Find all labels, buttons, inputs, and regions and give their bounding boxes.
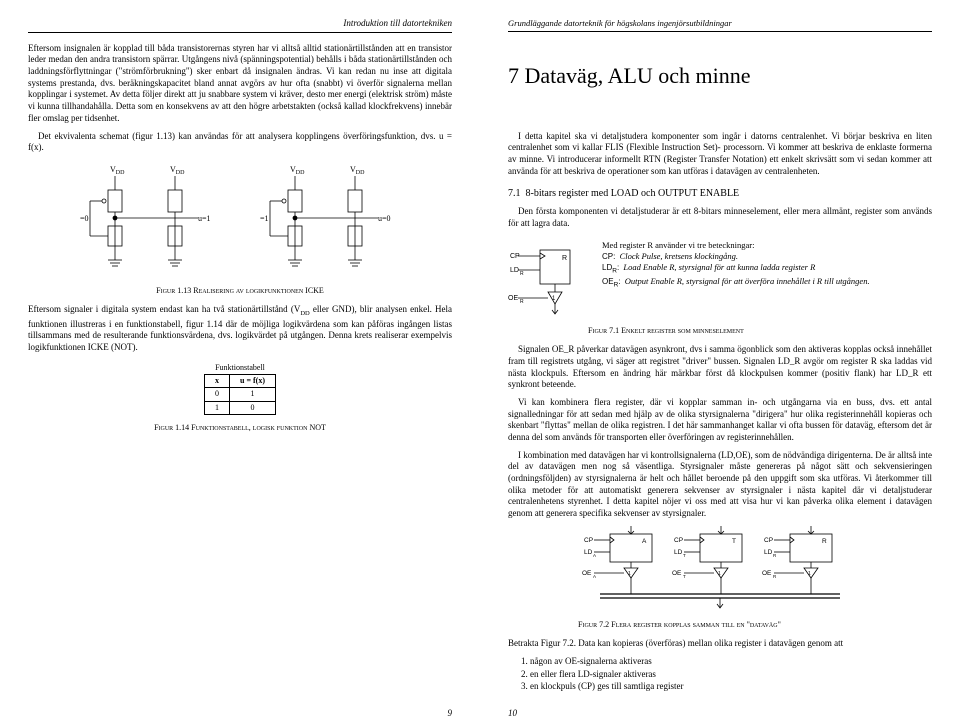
- fig-7-1-caption: Figur 7.1 Enkelt register som minneselem…: [508, 326, 932, 336]
- r-para-3: Signalen OE_R påverkar datavägen asynkro…: [508, 344, 932, 391]
- circuit-left: VDD VDD: [80, 162, 220, 282]
- para-2: Det ekvivalenta schemat (figur 1.13) kan…: [28, 131, 452, 154]
- svg-text:LD: LD: [764, 549, 773, 556]
- fig-1-13-caption: Figur 1.13 Realisering av logikfunktione…: [28, 286, 452, 296]
- figure-1-13: VDD VDD: [28, 162, 452, 282]
- function-table: Funktionstabell xu = f(x) 01 10: [204, 362, 276, 416]
- page-number-left: 9: [448, 708, 453, 720]
- page-right: Grundläggande datorteknik för högskolans…: [480, 0, 960, 726]
- svg-text:R: R: [773, 574, 777, 579]
- svg-text:CP: CP: [510, 253, 520, 260]
- svg-text:LD: LD: [510, 267, 519, 274]
- r-para-2: Den första komponenten vi detaljstuderar…: [508, 206, 932, 229]
- list-item: någon av OE-signalerna aktiveras: [530, 656, 932, 668]
- svg-text:R: R: [520, 271, 524, 277]
- register-legend: Med register R använder vi tre betecknin…: [602, 240, 870, 291]
- r-para-6: Betrakta Figur 7.2. Data kan kopieras (ö…: [508, 638, 932, 650]
- circuit-right: VDD VDD: [260, 162, 400, 282]
- svg-text:CP: CP: [584, 537, 593, 544]
- svg-text:1: 1: [628, 571, 631, 577]
- svg-text:LD: LD: [674, 549, 683, 556]
- reg-oe-row: OER: Output Enable R, styrsignal för att…: [602, 276, 870, 290]
- para-1: Eftersom insignalen är kopplad till båda…: [28, 43, 452, 125]
- page-number-right: 10: [508, 708, 517, 720]
- svg-text:A: A: [593, 553, 596, 558]
- page-left: Introduktion till datortekniken Eftersom…: [0, 0, 480, 726]
- register-single-svg: R CP LDR 1 OER: [508, 240, 588, 320]
- svg-text:OE: OE: [762, 570, 772, 577]
- svg-text:R: R: [773, 553, 777, 558]
- svg-text:R: R: [520, 299, 524, 305]
- svg-text:1: 1: [808, 571, 811, 577]
- svg-text:LD: LD: [584, 549, 593, 556]
- svg-text:x=0: x=0: [80, 214, 89, 223]
- three-register-svg: A CP LDA 1 OEA T CP LDT 1: [580, 526, 860, 616]
- svg-text:u=0: u=0: [378, 214, 391, 223]
- svg-text:VDD: VDD: [350, 165, 365, 176]
- svg-text:CP: CP: [764, 537, 773, 544]
- svg-text:x=1: x=1: [260, 214, 269, 223]
- svg-text:R: R: [562, 255, 567, 262]
- reg-cp-row: CP: Clock Pulse, kretsens klockingång.: [602, 251, 870, 262]
- svg-text:VDD: VDD: [110, 165, 125, 176]
- header-right: Grundläggande datorteknik för högskolans…: [508, 18, 932, 32]
- svg-text:R: R: [822, 538, 827, 545]
- steps-list: någon av OE-signalerna aktiveras en elle…: [530, 656, 932, 693]
- svg-text:OE: OE: [672, 570, 682, 577]
- chapter-title: 7 Dataväg, ALU och minne: [508, 62, 932, 91]
- svg-text:OE: OE: [508, 295, 518, 302]
- svg-text:1: 1: [718, 571, 721, 577]
- r-para-4: Vi kan kombinera flera register, där vi …: [508, 397, 932, 444]
- svg-text:1: 1: [552, 296, 556, 302]
- reg-intro: Med register R använder vi tre betecknin…: [602, 240, 870, 251]
- r-para-5: I kombination med datavägen har vi kontr…: [508, 450, 932, 520]
- section-7-1: 7.1 8-bitars register med LOAD och OUTPU…: [508, 187, 932, 200]
- reg-ld-row: LDR: Load Enable R, styrsignal för att k…: [602, 262, 870, 276]
- svg-text:VDD: VDD: [170, 165, 185, 176]
- header-left: Introduktion till datortekniken: [28, 18, 452, 33]
- svg-text:A: A: [642, 538, 647, 545]
- list-item: en eller flera LD-signaler aktiveras: [530, 669, 932, 681]
- svg-text:CP: CP: [674, 537, 683, 544]
- svg-text:T: T: [732, 538, 736, 545]
- figure-7-1: R CP LDR 1 OER Med register R använder v…: [508, 240, 932, 320]
- fig-1-14-caption: Figur 1.14 Funktionstabell, logisk funkt…: [28, 423, 452, 433]
- fig-7-2-caption: Figur 7.2 Flera register kopplas samman …: [508, 620, 932, 630]
- r-para-1: I detta kapitel ska vi detaljstudera kom…: [508, 131, 932, 178]
- svg-text:A: A: [593, 574, 596, 579]
- para-3: Eftersom signaler i digitala system enda…: [28, 304, 452, 353]
- list-item: en klockpuls (CP) ges till samtliga regi…: [530, 681, 932, 693]
- svg-text:VDD: VDD: [290, 165, 305, 176]
- svg-text:OE: OE: [582, 570, 592, 577]
- svg-text:u=1: u=1: [198, 214, 211, 223]
- svg-text:T: T: [683, 574, 686, 579]
- figure-7-2: A CP LDA 1 OEA T CP LDT 1: [508, 526, 932, 616]
- svg-text:T: T: [683, 553, 686, 558]
